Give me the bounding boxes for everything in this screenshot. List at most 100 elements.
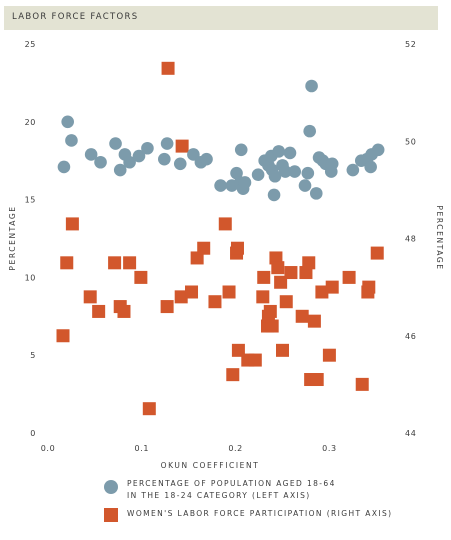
right-series-point <box>108 256 122 270</box>
left-series-point <box>123 155 136 169</box>
left-series-point <box>160 137 174 150</box>
left-series-point <box>234 143 248 157</box>
x-tick-label: 0.2 <box>228 444 243 453</box>
left-series-point <box>132 149 146 163</box>
legend-circle-marker <box>104 480 118 494</box>
right-tick-label: 48 <box>405 235 416 244</box>
series-right-markers <box>56 61 384 416</box>
right-series-point <box>257 270 271 284</box>
series-left-markers <box>57 79 385 202</box>
right-series-point <box>302 256 316 270</box>
chart-header-bar: LABOR FORCE FACTORS <box>4 6 438 30</box>
left-axis-label: PERCENTAGE <box>8 205 17 270</box>
right-series-point <box>230 241 244 255</box>
right-tick-label: 52 <box>405 40 416 49</box>
left-axis-ticks: 0 5 10 15 20 25 <box>25 40 36 438</box>
left-tick-label: 5 <box>30 351 36 360</box>
left-series-point <box>325 157 339 171</box>
right-tick-label: 50 <box>405 137 416 146</box>
left-series-point <box>94 155 107 169</box>
left-series-point <box>298 179 312 192</box>
right-series-point <box>271 261 285 275</box>
left-series-point <box>303 124 317 138</box>
right-series-point <box>370 246 384 260</box>
right-series-point <box>92 304 106 318</box>
x-tick-label: 0.3 <box>322 444 337 453</box>
right-series-point <box>295 309 309 323</box>
right-series-point <box>161 61 175 75</box>
right-axis-label: PERCENTAGE <box>435 205 444 270</box>
right-series-point <box>222 285 236 299</box>
right-series-point <box>226 368 240 382</box>
right-series-point <box>142 402 156 416</box>
right-tick-label: 44 <box>405 429 416 438</box>
right-series-point <box>342 270 356 284</box>
left-series-point <box>84 148 98 161</box>
left-series-point <box>173 157 187 171</box>
left-series-point <box>305 79 318 93</box>
right-axis-ticks: 44 46 48 50 52 <box>405 40 416 438</box>
right-series-point <box>83 290 97 304</box>
left-series-point <box>109 137 122 150</box>
left-series-point <box>61 115 74 129</box>
right-series-point <box>56 329 70 343</box>
left-tick-label: 10 <box>25 273 36 282</box>
left-series-point <box>214 179 227 192</box>
left-series-point <box>268 169 282 183</box>
left-series-point <box>187 148 200 161</box>
x-tick-label: 0.0 <box>41 444 56 453</box>
left-series-point <box>238 176 252 189</box>
left-series-point <box>158 152 171 166</box>
right-series-point <box>218 217 232 231</box>
right-series-point <box>175 139 189 153</box>
right-series-point <box>117 304 131 318</box>
legend-label-text: PERCENTAGE OF POPULATION AGED 18-64 IN TH… <box>127 479 336 500</box>
right-series-point <box>134 270 148 284</box>
left-series-point <box>141 141 154 155</box>
right-series-point <box>174 290 188 304</box>
left-tick-label: 0 <box>30 429 36 438</box>
right-series-point <box>208 295 222 309</box>
right-series-point <box>60 256 74 270</box>
right-series-point <box>123 256 137 270</box>
right-series-point <box>307 314 321 328</box>
legend-label-left-series: PERCENTAGE OF POPULATION AGED 18-64 IN TH… <box>127 478 336 502</box>
left-series-point <box>309 187 323 200</box>
right-series-point <box>256 290 270 304</box>
right-series-point <box>185 285 199 299</box>
left-tick-label: 25 <box>25 40 36 49</box>
x-tick-label: 0.1 <box>135 444 150 453</box>
legend-square-marker <box>104 508 118 522</box>
left-series-point <box>346 163 360 177</box>
left-series-point <box>279 165 292 178</box>
right-tick-label: 46 <box>405 332 416 341</box>
right-series-point <box>322 348 336 362</box>
right-series-point <box>279 295 293 309</box>
left-series-point <box>57 160 71 174</box>
left-series-point <box>251 168 265 182</box>
right-series-point <box>325 280 339 294</box>
left-tick-label: 15 <box>25 196 36 205</box>
left-series-point <box>301 166 315 180</box>
right-series-point <box>362 280 376 294</box>
right-series-point <box>265 319 279 333</box>
right-series-point <box>276 343 289 357</box>
right-series-point <box>160 300 174 314</box>
legend-label-right-series: WOMEN'S LABOR FORCE PARTICIPATION (RIGHT… <box>127 508 392 520</box>
left-series-point <box>283 146 297 160</box>
left-series-point <box>200 152 213 166</box>
x-axis-ticks: 0.0 0.1 0.2 0.3 <box>41 444 337 453</box>
right-series-point <box>263 304 277 318</box>
left-series-point <box>288 165 301 178</box>
left-series-point <box>371 143 385 157</box>
left-series-point <box>267 188 281 202</box>
left-tick-label: 20 <box>25 118 36 127</box>
right-series-point <box>310 373 324 387</box>
left-series-point <box>364 160 377 174</box>
left-series-point <box>113 163 127 177</box>
x-axis-label: OKUN COEFFICIENT <box>161 461 260 470</box>
left-series-point <box>272 145 286 158</box>
chart-title: LABOR FORCE FACTORS <box>12 12 139 22</box>
right-series-point <box>355 377 369 391</box>
